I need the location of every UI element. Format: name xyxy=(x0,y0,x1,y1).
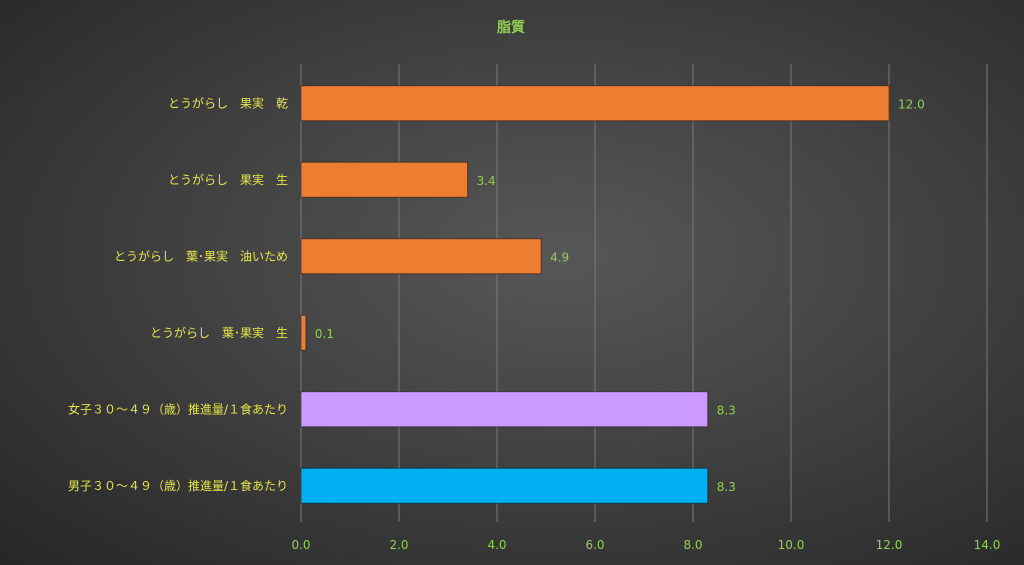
data-label: 3.4 xyxy=(477,174,496,188)
bar xyxy=(300,161,469,198)
bar xyxy=(300,314,307,351)
data-label: 8.3 xyxy=(717,480,736,494)
data-label: 0.1 xyxy=(315,327,334,341)
data-label: 8.3 xyxy=(717,403,736,417)
category-label: とうがらし 葉･果実 生 xyxy=(150,325,288,340)
x-tick-label: 4.0 xyxy=(487,538,506,552)
bar xyxy=(300,85,890,122)
category-label: 男子３０～４９（歳）推進量/１食あたり xyxy=(68,478,288,493)
chart-title: 脂質 xyxy=(496,19,525,36)
x-tick-label: 8.0 xyxy=(683,538,702,552)
category-label: とうがらし 果実 乾 xyxy=(168,95,288,110)
category-label: とうがらし 葉･果実 油いため xyxy=(114,248,288,263)
category-label: とうがらし 果実 生 xyxy=(168,172,288,187)
category-label: 女子３０～４９（歳）推進量/１食あたり xyxy=(68,401,288,416)
x-axis-ticks: 0.0 2.0 4.0 6.0 8.0 10.0 12.0 14.0 xyxy=(291,538,1000,552)
data-label: 4.9 xyxy=(550,250,569,264)
data-labels: 12.0 3.4 4.9 0.1 8.3 8.3 xyxy=(315,97,925,494)
x-tick-label: 0.0 xyxy=(291,538,310,552)
x-tick-label: 6.0 xyxy=(585,538,604,552)
data-label: 12.0 xyxy=(898,97,925,111)
bars xyxy=(300,85,890,504)
x-tick-label: 14.0 xyxy=(974,538,1001,552)
x-tick-label: 10.0 xyxy=(778,538,805,552)
bar xyxy=(300,467,709,504)
x-tick-label: 2.0 xyxy=(389,538,408,552)
bar xyxy=(300,391,709,428)
gridlines xyxy=(300,64,988,522)
bar xyxy=(300,238,542,275)
x-tick-label: 12.0 xyxy=(876,538,903,552)
